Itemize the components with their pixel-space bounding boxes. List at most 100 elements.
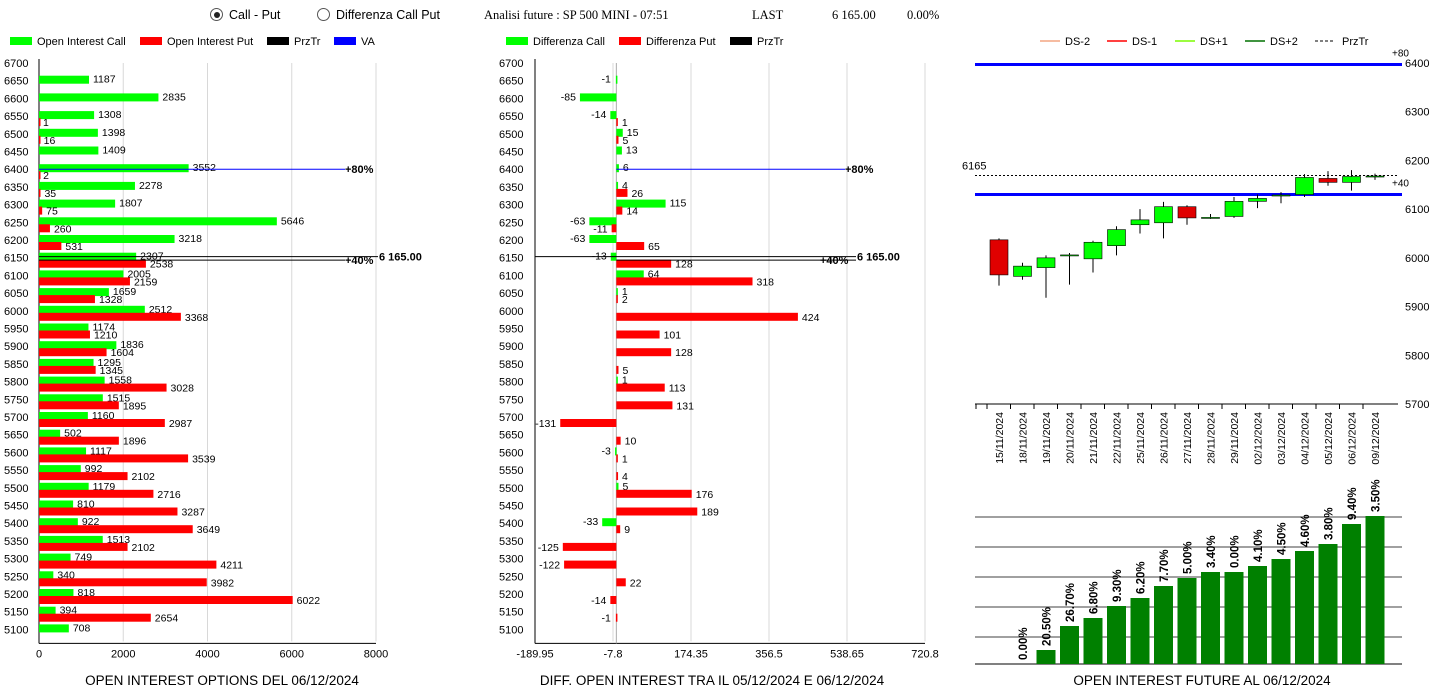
call-bar — [39, 500, 74, 509]
strike-label: 5100 — [4, 624, 28, 636]
strike-label: 5650 — [4, 430, 28, 442]
diff-put-bar — [616, 242, 645, 250]
strike-label: 6250 — [4, 217, 28, 229]
strike-label: 5300 — [4, 554, 28, 566]
va-label-80: +80% — [345, 164, 374, 176]
strike-label: 5950 — [499, 324, 523, 336]
strike-label: 5350 — [4, 536, 28, 548]
oi-future-label: 0.00% — [1018, 627, 1030, 660]
call-value-label: 708 — [73, 622, 91, 634]
call-value-label: 2835 — [162, 91, 186, 103]
put-bar — [39, 277, 130, 286]
strike-label: 6050 — [499, 288, 523, 300]
radio-differenza[interactable]: Differenza Call Put — [317, 8, 440, 22]
va-label-80: +80% — [845, 164, 874, 176]
diff-call-bar — [615, 447, 617, 456]
put-bar — [39, 383, 167, 392]
put-bar — [39, 365, 96, 374]
diff-put-label: 10 — [625, 436, 637, 448]
x-tick-label: 538.65 — [830, 648, 864, 660]
diff-put-label: 1 — [622, 453, 628, 465]
diff-put-bar — [616, 454, 618, 463]
put-bar — [39, 242, 62, 250]
strike-label: 5900 — [499, 341, 523, 353]
diff-call-label: -3 — [601, 445, 610, 457]
radio-call-put-label: Call - Put — [229, 8, 281, 22]
candle-down — [1318, 178, 1338, 183]
put-bar — [39, 436, 119, 445]
diff-put-label: 14 — [626, 206, 638, 218]
y-tick-label: 6400 — [1405, 58, 1429, 70]
strike-label: 6300 — [4, 200, 28, 212]
legend-label: DS-2 — [1065, 36, 1090, 48]
diff-call-bar — [616, 270, 644, 279]
strike-label: 5250 — [4, 571, 28, 583]
legend-swatch — [506, 37, 528, 45]
oi-future-label: 3.80% — [1324, 507, 1336, 540]
strike-label: 5500 — [4, 483, 28, 495]
legend-label: DS+2 — [1270, 36, 1298, 48]
diff-call-bar — [616, 181, 619, 190]
diff-put-bar — [564, 560, 617, 569]
strike-label: 6150 — [4, 253, 28, 265]
oi-future-bar — [1107, 606, 1126, 664]
date-tick-label: 26/11/2024 — [1159, 412, 1171, 464]
diff-put-label: 176 — [696, 489, 714, 501]
diff-call-label: 1 — [622, 375, 628, 387]
candle-up — [1271, 194, 1291, 197]
candle-up — [1013, 265, 1032, 277]
candle-up — [1107, 229, 1126, 246]
oi-future-bar — [1318, 544, 1338, 664]
radio-differenza-label: Differenza Call Put — [336, 8, 440, 22]
put-value-label: 4211 — [220, 560, 243, 572]
price-label: 6165 — [962, 161, 986, 173]
call-bar — [39, 128, 98, 137]
level-label-80: +80 — [1392, 48, 1409, 59]
diff-put-bar — [616, 277, 753, 286]
strike-label: 5850 — [499, 359, 523, 371]
diff-call-label: 6 — [623, 162, 629, 174]
diff-put-bar — [560, 419, 617, 427]
call-bar — [39, 589, 74, 597]
oi-future-label: 4.50% — [1277, 522, 1289, 555]
diff-put-bar — [611, 224, 617, 233]
call-bar — [39, 341, 117, 350]
legend-swatch — [730, 37, 752, 45]
oi-future-label: 5.00% — [1183, 541, 1195, 574]
diff-put-label: 4 — [622, 471, 628, 483]
diff-call-label: -33 — [583, 516, 598, 528]
put-value-label: 1604 — [111, 347, 135, 359]
call-value-label: 1187 — [93, 74, 116, 86]
diff-put-label: -1 — [601, 613, 610, 625]
diff-put-bar — [616, 312, 798, 321]
diff-put-label: -122 — [539, 560, 560, 572]
call-value-label: 1807 — [119, 198, 143, 210]
call-value-label: 1295 — [98, 357, 122, 369]
level-label-40: +40 — [1392, 179, 1409, 190]
chart-title-oi-future: OPEN INTEREST FUTURE AL 06/12/2024 — [1073, 673, 1331, 688]
put-bar — [39, 454, 189, 463]
strike-label: 5400 — [4, 518, 28, 530]
x-tick-label: 0 — [36, 648, 42, 660]
legend-swatch — [267, 37, 289, 45]
x-tick-label: -7.8 — [604, 648, 623, 660]
diff-put-bar — [616, 525, 621, 534]
y-tick-label: 6100 — [1405, 204, 1429, 216]
legend-label: VA — [361, 36, 376, 48]
date-tick-label: 20/11/2024 — [1065, 412, 1077, 464]
diff-put-bar — [616, 578, 626, 587]
call-bar — [39, 323, 89, 332]
diff-put-bar — [616, 436, 621, 445]
radio-call-put[interactable]: Call - Put — [210, 8, 280, 22]
radio-unselected-icon — [317, 8, 330, 21]
diff-call-bar — [616, 376, 618, 385]
put-bar — [39, 312, 181, 321]
strike-label: 5700 — [499, 412, 523, 424]
strike-label: 5550 — [4, 465, 28, 477]
strike-label: 6450 — [4, 147, 28, 159]
strike-label: 6700 — [499, 58, 523, 70]
oi-future-bar — [1036, 650, 1056, 664]
put-value-label: 2 — [43, 170, 49, 182]
strike-label: 5550 — [499, 465, 523, 477]
